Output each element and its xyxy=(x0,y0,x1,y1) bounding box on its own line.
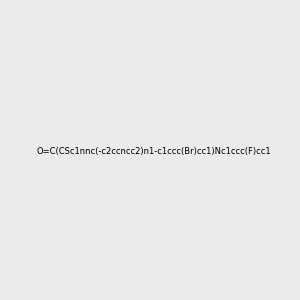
Text: O=C(CSc1nnc(-c2ccncc2)n1-c1ccc(Br)cc1)Nc1ccc(F)cc1: O=C(CSc1nnc(-c2ccncc2)n1-c1ccc(Br)cc1)Nc… xyxy=(36,147,271,156)
